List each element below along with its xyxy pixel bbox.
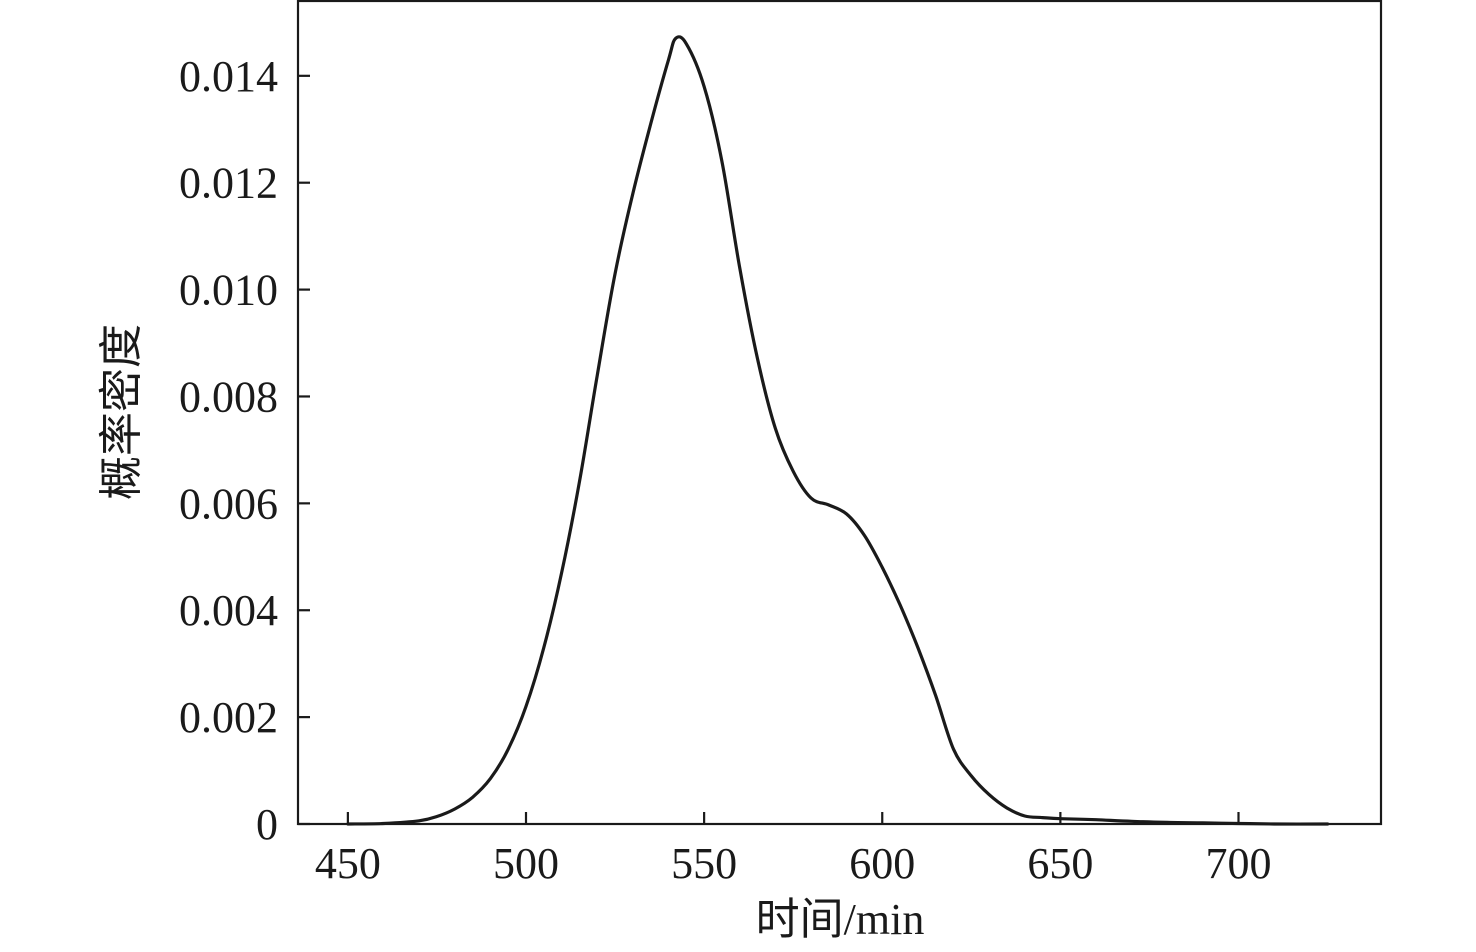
y-tick-label: 0.010 (179, 266, 278, 315)
y-tick-label: 0.002 (179, 693, 278, 742)
x-tick-label: 650 (1027, 839, 1093, 888)
plot-frame (296, 0, 1383, 826)
x-axis-ticks: 450 500 550 600 650 700 (315, 812, 1272, 888)
y-axis-label: 概率密度 (97, 324, 146, 500)
y-tick-label: 0.006 (179, 479, 278, 528)
x-tick-label: 450 (315, 839, 381, 888)
x-tick-label: 600 (849, 839, 915, 888)
y-axis-ticks: 0 0.002 0.004 0.006 0.008 0.010 0.012 0.014 (179, 52, 310, 849)
y-tick-label: 0.008 (179, 372, 278, 421)
x-tick-label: 700 (1206, 839, 1272, 888)
y-tick-label: 0.014 (179, 52, 278, 101)
x-tick-label: 550 (671, 839, 737, 888)
y-tick-label: 0 (256, 800, 278, 849)
density-curve (346, 35, 1330, 826)
x-tick-label: 500 (493, 839, 559, 888)
y-tick-label: 0.004 (179, 586, 278, 635)
x-axis-label: 时间/min (756, 895, 925, 944)
y-tick-label: 0.012 (179, 159, 278, 208)
